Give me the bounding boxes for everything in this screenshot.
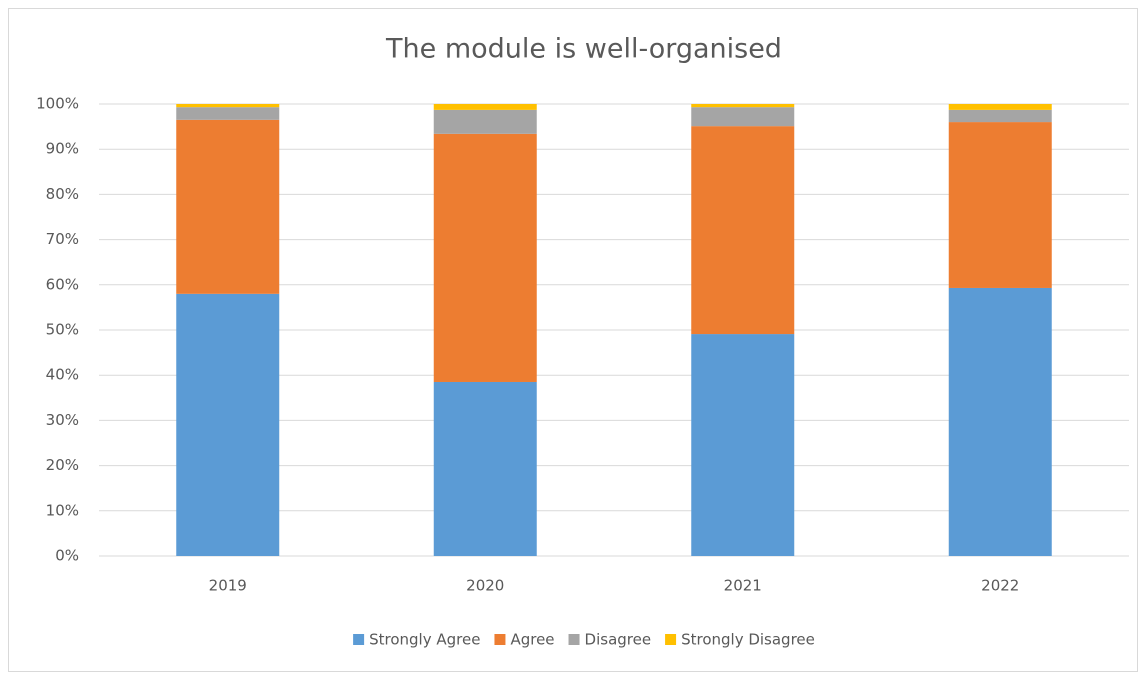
legend-swatch [665, 634, 677, 645]
legend-label: Agree [510, 631, 554, 649]
legend-swatch [568, 634, 580, 645]
y-tick-label: 20% [46, 456, 79, 474]
chart-title: The module is well-organised [385, 34, 782, 65]
x-tick-label: 2019 [209, 577, 247, 595]
bar-segment [948, 104, 1052, 110]
bar-segment [433, 109, 537, 134]
bar-segment [433, 133, 537, 382]
bar-segment [948, 109, 1052, 123]
x-tick-label: 2021 [724, 577, 762, 595]
y-tick-label: 60% [46, 275, 79, 293]
bar-segment [176, 107, 280, 120]
bar-segment [948, 122, 1052, 288]
bar-segment [691, 104, 795, 108]
bar-segment [176, 293, 280, 556]
y-tick-label: 100% [36, 95, 79, 113]
legend-label: Strongly Agree [369, 631, 480, 649]
bar-segment [691, 334, 795, 556]
y-tick-label: 50% [46, 321, 79, 339]
x-tick-label: 2022 [981, 577, 1019, 595]
bar-segment [433, 104, 537, 110]
y-tick-label: 10% [46, 501, 79, 519]
x-tick-label: 2020 [466, 577, 504, 595]
legend-label: Strongly Disagree [681, 631, 815, 649]
y-tick-label: 0% [55, 547, 79, 565]
bar-segment [176, 104, 280, 108]
y-tick-label: 30% [46, 411, 79, 429]
legend-swatch [353, 634, 365, 645]
y-tick-label: 90% [46, 140, 79, 158]
y-tick-label: 80% [46, 185, 79, 203]
legend-label: Disagree [585, 631, 652, 649]
bar-segment [691, 126, 795, 335]
y-tick-label: 70% [46, 230, 79, 248]
y-tick-label: 40% [46, 366, 79, 384]
bar-segment [176, 119, 280, 294]
bar-segment [948, 287, 1052, 556]
legend-swatch [494, 634, 506, 645]
bar-segment [433, 381, 537, 556]
bar-segment [691, 107, 795, 127]
